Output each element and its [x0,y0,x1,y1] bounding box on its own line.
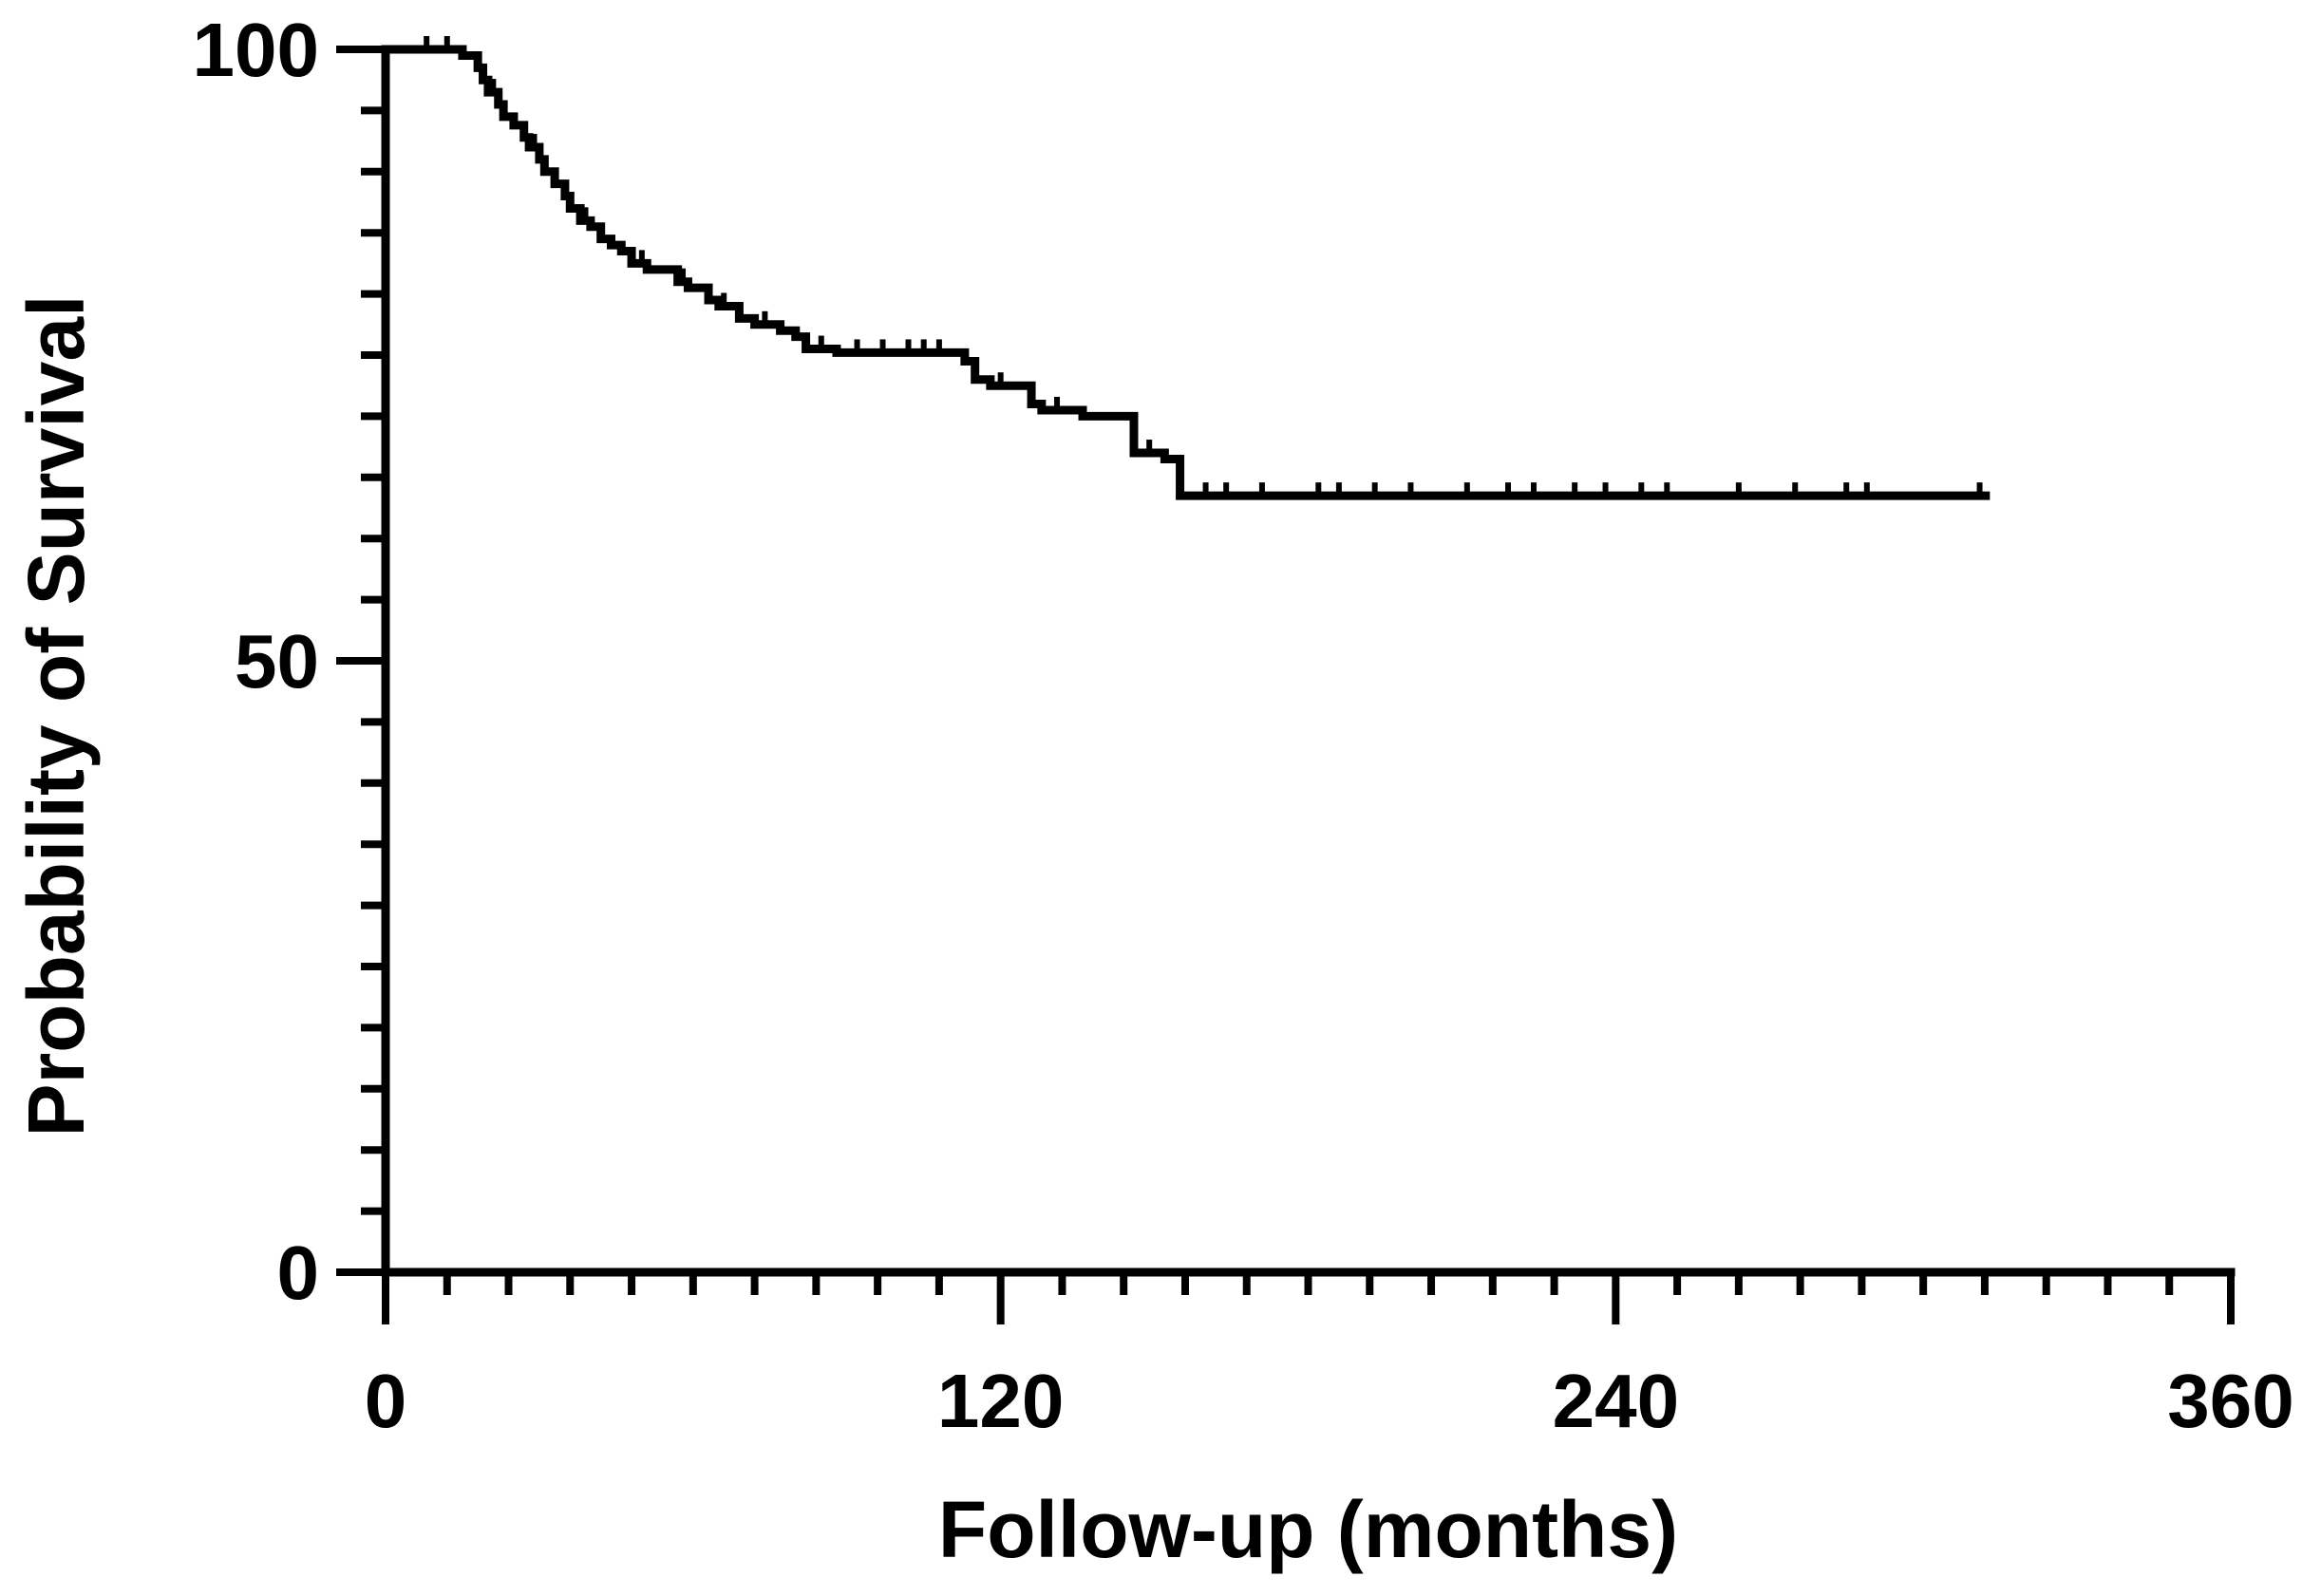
survival-curve [386,45,1991,500]
x-tick-label: 120 [937,1359,1064,1443]
x-tick-labels: 0 120 240 360 [365,1359,2294,1443]
y-tick-label: 0 [277,1230,320,1315]
x-tick-label: 360 [2167,1359,2293,1443]
y-tick-label: 50 [235,619,319,704]
x-axis-title: Follow-up (months) [938,1485,1678,1574]
censor-marks [424,36,1983,498]
x-tick-label: 0 [365,1359,407,1443]
y-tick-labels: 0 50 100 [193,8,319,1315]
y-axis-title: Probability of Survival [11,295,101,1137]
y-axis-ticks [336,46,386,1276]
x-tick-label: 240 [1553,1359,1679,1443]
x-axis-ticks [382,1272,2235,1324]
y-tick-label: 100 [193,8,319,92]
